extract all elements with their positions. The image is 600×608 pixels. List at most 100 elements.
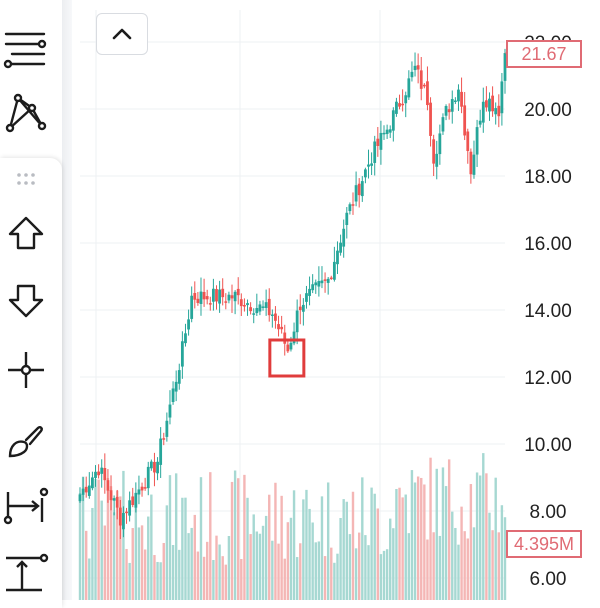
collapse-toolbar-button[interactable] (96, 13, 148, 55)
candle-body (348, 204, 352, 212)
y-axis-tick-label: 8.00 (530, 502, 567, 523)
chevron-up-icon (112, 28, 132, 40)
volume-bar (153, 555, 156, 600)
candle-body (435, 153, 439, 167)
candle-body (274, 313, 277, 321)
volume-bar (187, 533, 190, 600)
candle-body (199, 291, 203, 305)
candle-body (332, 261, 336, 280)
volume-bar (379, 554, 383, 600)
candle-body (376, 138, 380, 146)
vertical-measure-tool[interactable] (0, 548, 52, 596)
candle-body (388, 129, 392, 133)
volume-bar (354, 548, 358, 600)
volume-bar (485, 473, 488, 600)
volume-bar (314, 542, 317, 600)
candle-body (118, 507, 122, 526)
candle-body (190, 295, 194, 319)
candle-body (258, 304, 262, 312)
volume-bar (171, 545, 175, 600)
volume-bar (472, 527, 476, 600)
candle-body (149, 461, 153, 469)
volume-bar (357, 532, 361, 600)
candle-body (481, 101, 485, 123)
candle-body (255, 307, 259, 314)
volume-bar (361, 477, 364, 600)
volume-bar (131, 528, 134, 600)
candle-body (444, 106, 448, 116)
volume-bar (398, 487, 401, 600)
candle-body (159, 438, 163, 465)
volume-bar (227, 536, 231, 600)
volume-bar (91, 507, 94, 600)
volume-bar (271, 540, 274, 600)
y-axis-tick-label: 18.00 (524, 167, 572, 188)
brush-tool[interactable] (0, 416, 52, 464)
candle-body (391, 110, 395, 131)
arrow-up-tool[interactable] (0, 210, 52, 258)
volume-bar (389, 518, 392, 600)
volume-bar (342, 499, 345, 600)
candle-body (450, 99, 454, 112)
pattern-tool[interactable] (0, 88, 52, 136)
volume-bar (370, 487, 373, 600)
volume-bar (410, 470, 414, 600)
volume-bar (333, 562, 336, 600)
volume-bar (209, 472, 212, 600)
volume-bar (457, 544, 460, 600)
volume-bar (280, 495, 283, 600)
candle-body (469, 151, 473, 175)
candle-body (295, 310, 299, 333)
candle-body (205, 296, 209, 300)
volume-bar (128, 562, 131, 600)
candle-body (441, 117, 445, 132)
toolbar-top-group (0, 0, 62, 150)
volume-tag: 4.395M (506, 530, 582, 558)
volume-bar (85, 530, 88, 600)
toolbar-drag-handle[interactable] (0, 166, 52, 192)
candle-body (196, 298, 200, 303)
candle-body (292, 331, 296, 344)
y-axis-tick-label: 10.00 (524, 435, 572, 456)
candle-body (320, 280, 324, 284)
candle-body (128, 500, 132, 516)
volume-bar (165, 505, 169, 600)
indicators-icon (3, 32, 47, 69)
candle-body (460, 91, 463, 107)
volume-bar (330, 547, 333, 600)
volume-bar (168, 475, 172, 600)
range-measure-tool[interactable] (0, 482, 52, 530)
candle-body (314, 282, 318, 286)
volume-bar (134, 494, 138, 600)
volume-bar (500, 505, 504, 600)
candle-body (432, 139, 436, 164)
crosshair-tool[interactable] (0, 346, 52, 394)
toolbar-bottom-group (0, 158, 62, 608)
candle-body (243, 305, 246, 307)
candle-body (379, 132, 383, 150)
candle-body (329, 277, 333, 280)
volume-bar (404, 494, 407, 600)
volume-bar (454, 527, 457, 600)
volume-bar (264, 515, 268, 600)
candle-body (146, 466, 150, 489)
volume-bar (205, 541, 209, 600)
candle-body (419, 70, 423, 89)
volume-bar (261, 525, 265, 600)
candle-body (224, 301, 228, 303)
volume-bar (292, 490, 296, 600)
volume-bar (202, 556, 206, 600)
arrow-down-tool[interactable] (0, 276, 52, 324)
indicators-tool[interactable] (0, 22, 52, 70)
candle-body (125, 511, 128, 514)
candle-body (91, 477, 94, 489)
volume-bar (320, 496, 324, 600)
candle-body (171, 388, 175, 403)
candle-body (283, 332, 287, 344)
candle-body (407, 78, 411, 98)
candle-body (488, 98, 491, 112)
volume-bar (432, 532, 435, 600)
volume-bar (212, 560, 215, 600)
candle-body (97, 471, 101, 476)
